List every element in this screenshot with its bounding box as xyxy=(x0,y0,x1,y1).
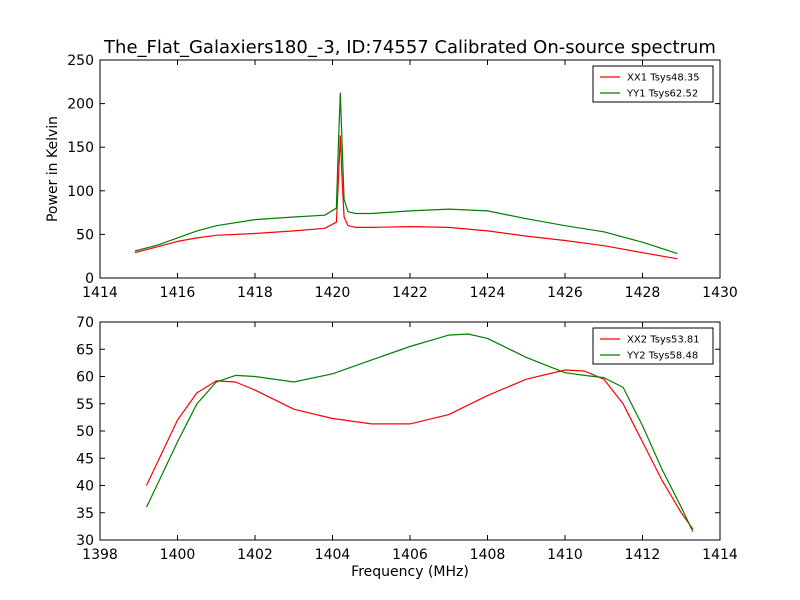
top-y-tick-label: 50 xyxy=(76,227,94,243)
bottom-x-tick-label: 1402 xyxy=(237,547,273,563)
bottom-y-tick-label: 50 xyxy=(76,424,94,440)
top-x-tick-label: 1424 xyxy=(470,285,506,301)
top-x-tick-label: 1416 xyxy=(160,285,196,301)
top-x-tick-label: 1418 xyxy=(237,285,273,301)
bottom-x-tick-label: 1398 xyxy=(82,547,118,563)
bottom-x-tick-label: 1410 xyxy=(547,547,583,563)
top-x-tick-label: 1420 xyxy=(315,285,351,301)
bottom-y-tick-label: 60 xyxy=(76,370,94,386)
bottom-subplot: 1398 1400 1402 1404 1406 1408 1410 1412 1414 30 35… xyxy=(76,315,738,563)
bottom-x-tick-label: 1400 xyxy=(160,547,196,563)
bottom-y-tick-label: 35 xyxy=(76,506,94,522)
bottom-y-tick-label: 55 xyxy=(76,397,94,413)
top-legend-label-2: YY1 Tsys62.52 xyxy=(626,89,698,100)
bottom-x-tick-label: 1406 xyxy=(392,547,428,563)
bottom-x-tick-label: 1404 xyxy=(315,547,351,563)
bottom-y-tick-label: 65 xyxy=(76,342,94,358)
bottom-y-tick-label: 70 xyxy=(76,315,94,331)
top-series-line-1 xyxy=(134,135,678,260)
top-x-tick-label: 1414 xyxy=(82,285,118,301)
bottom-legend-label-1: XX2 Tsys53.81 xyxy=(627,335,700,346)
figure-title: The_Flat_Galaxiers180_-3, ID:74557 Calib… xyxy=(103,37,716,58)
top-legend: XX1 Tsys48.35 YY1 Tsys62.52 xyxy=(592,65,714,103)
bottom-y-tick-label: 40 xyxy=(76,479,94,495)
bottom-series-line-1 xyxy=(145,369,694,530)
bottom-series-line-2 xyxy=(145,333,694,533)
bottom-x-tick-label: 1414 xyxy=(702,547,738,563)
bottom-x-tick-label: 1412 xyxy=(625,547,661,563)
top-y-tick-label: 200 xyxy=(67,97,94,113)
top-y-tick-label: 0 xyxy=(85,271,94,287)
top-y-tick-label: 250 xyxy=(67,53,94,69)
bottom-y-tick-label: 30 xyxy=(76,533,94,549)
top-y-tick-label: 150 xyxy=(67,140,94,156)
top-y-tick-label: 100 xyxy=(67,184,94,200)
top-series-line-2 xyxy=(134,92,678,255)
y-axis-label: Power in Kelvin xyxy=(45,116,61,222)
top-x-tick-label: 1428 xyxy=(625,285,661,301)
top-x-tick-label: 1422 xyxy=(392,285,428,301)
top-x-tick-label: 1430 xyxy=(702,285,738,301)
bottom-x-tick-label: 1408 xyxy=(470,547,506,563)
top-legend-box xyxy=(592,65,714,103)
x-axis-label: Frequency (MHz) xyxy=(351,564,469,580)
bottom-legend: XX2 Tsys53.81 YY2 Tsys58.48 xyxy=(592,327,714,365)
top-legend-label-1: XX1 Tsys48.35 xyxy=(627,73,700,84)
bottom-y-tick-label: 45 xyxy=(76,451,94,467)
top-x-tick-label: 1426 xyxy=(547,285,583,301)
top-subplot: 1414 1416 1418 1420 1422 1424 1426 1428 1430 0 50 1… xyxy=(67,53,738,301)
bottom-legend-label-2: YY2 Tsys58.48 xyxy=(626,351,698,362)
bottom-legend-box xyxy=(592,327,714,365)
